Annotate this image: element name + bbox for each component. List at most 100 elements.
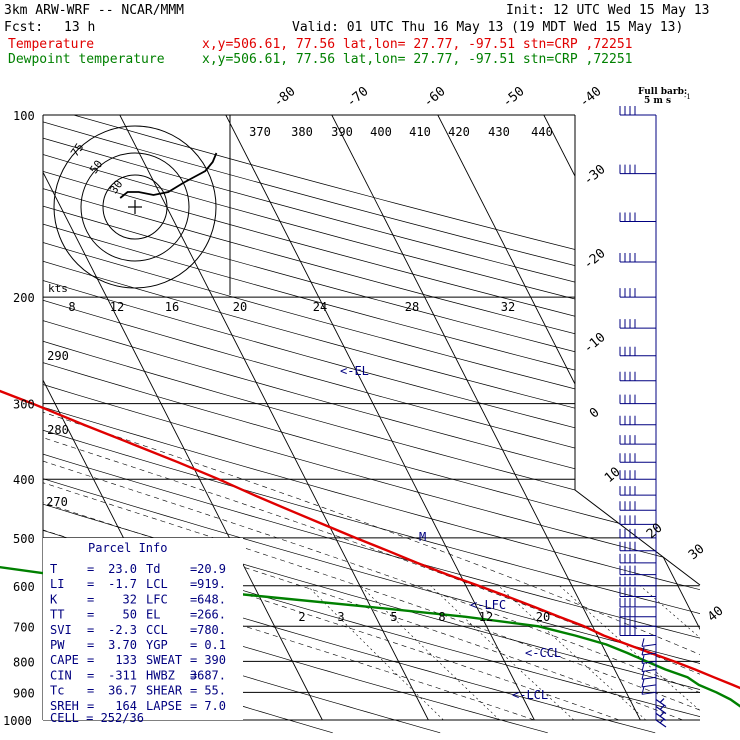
isotherm-label: 10 [602,465,624,487]
parcel-value: 133 [115,653,137,667]
wind-barb [619,597,656,608]
wind-barb [655,705,667,715]
parcel-row: T = 23.0 Td = 20.9 [50,562,226,576]
wind-barb [619,346,656,357]
wind-barb [619,576,656,587]
barb-shaft [641,652,657,656]
parcel-value: LAPSE [146,699,182,713]
parcel-value: 50 [123,608,137,622]
parcel-value: 0.1 [204,638,226,652]
barb-flag [641,678,645,688]
mixing-ratio-label: 16 [165,300,179,314]
barb-flag [641,671,645,680]
mixing-ratio-label: 20 [536,610,550,624]
valid-time: Valid: 01 UTC Thu 16 May 13 (19 MDT Wed … [292,20,683,35]
parcel-value: -1.7 [108,577,137,591]
hodograph-units: kts [48,282,68,295]
wind-barb [619,587,656,598]
parcel-value: = [87,592,94,606]
wind-barb [619,253,656,263]
theta-label: 410 [409,125,431,139]
parcel-value: = [87,623,94,637]
parcel-value: PW [50,638,65,652]
wind-barb [641,686,657,695]
isotherm-label: -40 [577,84,605,111]
wind-barb [619,394,656,405]
parcel-value: TT [50,608,64,622]
hodograph-ring [102,174,168,240]
parcel-value: LFC [146,592,168,606]
parcel-value: EL [146,608,160,622]
parcel-value: -2.3 [108,623,137,637]
dry-adiabat [43,115,441,734]
moist-adiabat [43,269,683,721]
pressure-label: 900 [13,686,35,700]
parcel-row: PW = 3.70 YGP = 0.1 [50,638,226,652]
mixing-ratio-label: 32 [501,300,515,314]
mixing-ratio-label: 20 [233,300,247,314]
isotherm-label: -10 [581,330,609,357]
parcel-value: 23.0 [108,562,137,576]
parcel-value: SWEAT [146,653,182,667]
barb-key-units: 5 m s [644,96,671,106]
hodograph-ring-30: 30 [107,178,125,196]
dry-adiabat [43,115,700,734]
fcst-label: Fcst: [4,20,43,35]
theta-label: 400 [370,125,392,139]
isotherm-label: 20 [644,521,666,543]
mixing-ratio-label: 24 [313,300,327,314]
wind-barbs [619,106,667,728]
isotherm-line [649,115,700,721]
parcel-row: TT = 50 EL = 266. [50,608,226,622]
hodograph-ring-75: 75 [68,141,86,159]
parcel-row: SVI = -2.3 CCL = 780. [50,623,226,637]
mixing-ratio-line [307,585,444,721]
dry-adiabat [43,115,700,734]
barb-key-exponent: -1 [684,93,691,101]
wind-barb [619,565,656,576]
wind-barb [619,501,656,511]
parcel-value: = [190,592,197,606]
hodograph-trace [119,152,218,199]
mixing-ratio-label: 3 [337,610,344,624]
mixing-ratio-line [360,585,500,721]
parcel-value: = [87,577,94,591]
isotherm-line [0,115,4,720]
barb-shaft [641,660,657,664]
parcel-value: 3687. [190,668,226,682]
parcel-value: YGP [146,638,168,652]
dry-adiabat [43,115,700,734]
isotherm-line [43,115,323,721]
pressure-label: 600 [13,580,35,594]
parcel-value: = [87,684,94,698]
hodograph-ring-50: 50 [87,158,105,176]
theta-e-label: 270 [46,495,68,509]
isotherm-line [119,115,429,721]
barb-flag [641,686,645,695]
wind-barb [619,470,656,480]
dewpoint-line [0,566,740,708]
pressure-label: 200 [13,291,35,305]
dry-adiabat [43,115,700,734]
barb-flag [659,705,665,710]
pressure-label: 100 [13,109,35,123]
parcel-value: = [87,562,94,576]
dry-adiabat [43,115,700,734]
wind-barb [619,617,656,627]
parcel-value: = [87,608,94,622]
legend-dewpoint-info: x,y=506.61, 77.56 lat,lon= 27.77, -97.51… [202,52,632,67]
wind-barb [655,698,667,708]
wind-barb [619,164,656,175]
parcel-value: 780. [197,623,226,637]
parcel-value: 7.0 [204,699,226,713]
parcel-value: = [190,653,197,667]
parcel-value: = [87,668,94,682]
wind-barb [641,655,657,664]
wind-barb [619,553,656,564]
pressure-label: 500 [13,532,35,546]
parcel-cell: CELL = 252/36 [50,711,144,725]
barb-flag [659,698,665,703]
dry-adiabat [43,115,700,734]
pressure-label: 400 [13,473,35,487]
parcel-title: Parcel Info [88,541,167,555]
